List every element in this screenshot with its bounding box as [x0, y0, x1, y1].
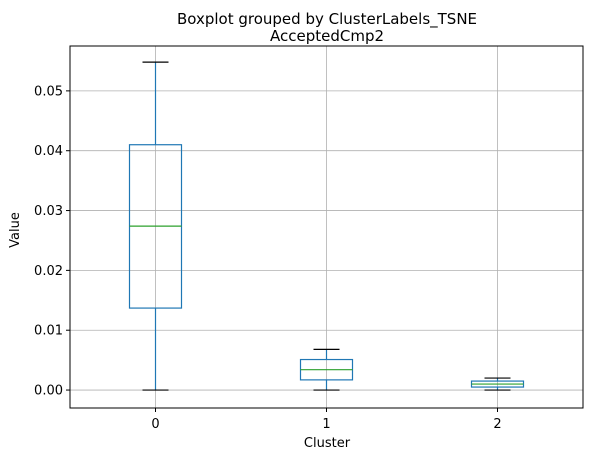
y-axis-label: Value: [8, 212, 23, 248]
plot-area: 0.00 0.01 0.02 0.03 0.04 0.05 0 1 2: [34, 45, 584, 432]
x-tick-label: 2: [493, 417, 501, 432]
box-group-1: [299, 348, 354, 391]
y-tick-label: 0.00: [34, 384, 63, 399]
box-group-2: [470, 377, 525, 391]
y-tick-label: 0.05: [34, 84, 63, 99]
y-tick-label: 0.01: [34, 324, 63, 339]
chart-title: AcceptedCmp2: [270, 27, 384, 45]
x-tick-label: 0: [151, 417, 159, 432]
y-tick-label: 0.03: [34, 204, 63, 219]
y-tick-label: 0.04: [34, 144, 63, 159]
x-tick-label: 1: [322, 417, 330, 432]
chart-suptitle: Boxplot grouped by ClusterLabels_TSNE: [177, 10, 477, 29]
y-tick-label: 0.02: [34, 264, 63, 279]
box-group-0: [128, 61, 183, 391]
x-axis-label: Cluster: [304, 436, 351, 451]
